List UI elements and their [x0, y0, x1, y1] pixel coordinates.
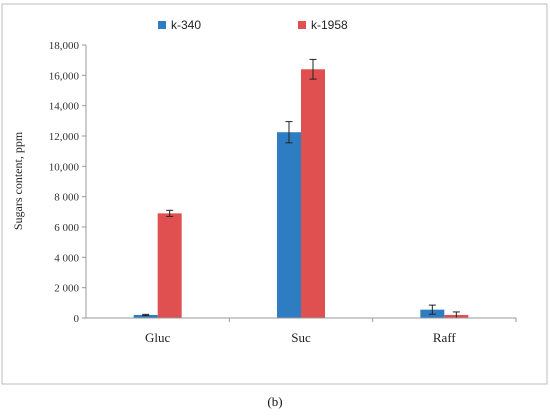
y-tick-label: 12,000	[49, 131, 80, 143]
y-tick-label: 8 000	[54, 192, 79, 204]
error-bar	[285, 121, 293, 144]
error-bar	[166, 209, 174, 217]
x-category-label: Gluc	[145, 330, 171, 345]
legend-swatch-k-340	[158, 21, 166, 29]
bars	[133, 58, 469, 319]
x-category-label: Raff	[433, 330, 457, 345]
error-bar	[428, 304, 436, 315]
figure-caption: (b)	[267, 394, 283, 409]
error-bar	[142, 313, 150, 317]
y-tick-label: 14,000	[49, 101, 80, 113]
bar-chart: k-340 k-1958 Sugars content, ppm 0 2 000 4 …	[1, 3, 548, 385]
legend-label-k-340: k-340	[171, 18, 201, 32]
bar-k-340-Gluc	[133, 314, 158, 318]
bar-k-1958-Gluc	[157, 213, 182, 318]
legend-swatch-k-1958	[298, 21, 306, 29]
chart-frame	[1, 3, 548, 385]
bar-k-340-Suc	[277, 132, 301, 318]
y-tick-label: 16,000	[49, 70, 80, 82]
y-tick-label: 18,000	[49, 40, 80, 52]
legend-label-k-1958: k-1958	[311, 18, 348, 32]
y-tick-label: 0	[74, 313, 80, 325]
y-ticks: 0 2 000 4 000 6 000 8 000 10,000 12,000 14,000 1…	[49, 40, 86, 325]
x-category-label: Suc	[291, 330, 311, 345]
legend: k-340 k-1958	[158, 18, 348, 32]
y-tick-label: 10,000	[49, 161, 80, 173]
error-bar	[309, 58, 317, 80]
y-tick-label: 2 000	[54, 283, 79, 295]
category-labels: Gluc Suc Raff	[145, 318, 517, 345]
y-axis-label: Sugars content, ppm	[11, 131, 25, 230]
y-tick-label: 4 000	[54, 252, 79, 264]
bar-k-1958-Suc	[301, 69, 325, 319]
y-tick-label: 6 000	[54, 222, 79, 234]
